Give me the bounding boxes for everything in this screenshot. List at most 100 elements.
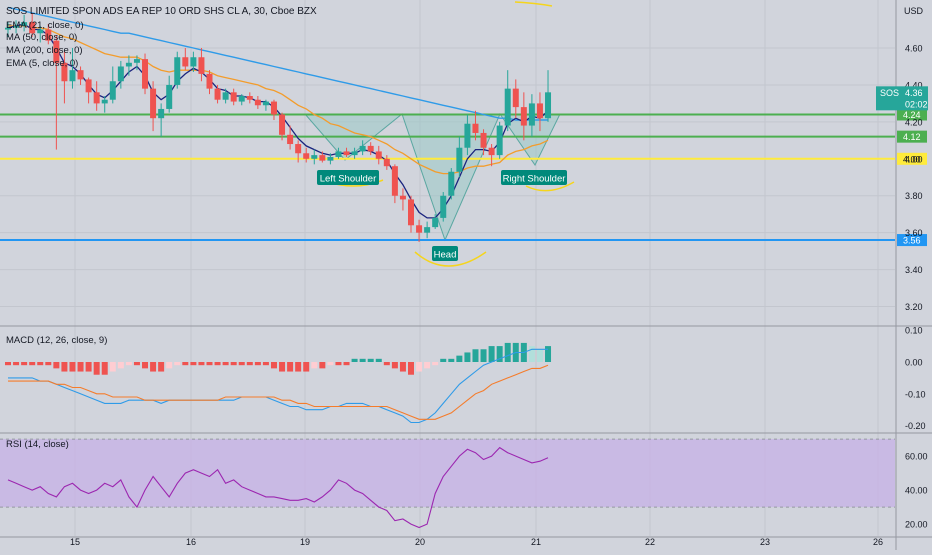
- rsi-line[interactable]: [7, 446, 549, 529]
- candle[interactable]: [432, 214, 439, 229]
- candle[interactable]: [117, 60, 124, 89]
- candle[interactable]: [270, 99, 277, 121]
- candle[interactable]: [262, 99, 269, 111]
- macd-pane[interactable]: [5, 342, 552, 424]
- candle[interactable]: [85, 77, 92, 104]
- candle[interactable]: [295, 140, 302, 163]
- candle[interactable]: [125, 55, 132, 76]
- candle[interactable]: [367, 142, 374, 156]
- ma-line-0[interactable]: [8, 25, 549, 175]
- candle[interactable]: [528, 94, 535, 137]
- candle[interactable]: [391, 164, 398, 204]
- candle[interactable]: [101, 96, 108, 113]
- candle[interactable]: [512, 79, 519, 119]
- candle[interactable]: [230, 88, 237, 106]
- candle[interactable]: [343, 147, 350, 157]
- legend-ema5[interactable]: EMA (5, close, 0): [6, 58, 78, 69]
- candle[interactable]: [246, 92, 253, 104]
- top-arc: [514, 1, 553, 7]
- candle[interactable]: [142, 53, 149, 95]
- candle[interactable]: [109, 66, 116, 104]
- candle[interactable]: [359, 140, 366, 156]
- candle[interactable]: [504, 70, 511, 132]
- macd-hist-bar: [125, 362, 132, 366]
- candle[interactable]: [150, 81, 157, 132]
- candle[interactable]: [37, 25, 44, 43]
- candle[interactable]: [206, 70, 213, 95]
- candle[interactable]: [464, 114, 471, 156]
- macd-legend[interactable]: MACD (12, 26, close, 9): [6, 335, 107, 346]
- date-tick: 19: [300, 537, 310, 547]
- macd-line-0[interactable]: [8, 348, 548, 424]
- candle[interactable]: [45, 24, 52, 45]
- candle-body: [295, 144, 302, 154]
- candle[interactable]: [77, 66, 84, 85]
- candle[interactable]: [198, 48, 205, 82]
- candle[interactable]: [93, 81, 100, 111]
- candle[interactable]: [496, 121, 503, 159]
- candle[interactable]: [61, 51, 68, 104]
- legend-ema21[interactable]: EMA (21, close, 0): [6, 20, 84, 31]
- candle[interactable]: [383, 155, 390, 170]
- candle[interactable]: [536, 92, 543, 132]
- candle-body: [182, 57, 189, 67]
- candle[interactable]: [279, 112, 286, 141]
- candle[interactable]: [21, 14, 28, 32]
- candle[interactable]: [222, 88, 229, 104]
- macd-line-1[interactable]: [8, 364, 549, 420]
- macd-hist-bar: [335, 362, 342, 366]
- rsi-tick: 60.00: [905, 452, 928, 462]
- price-tick: 3.40: [905, 265, 923, 275]
- legend-ma50[interactable]: MA (50, close, 0): [6, 32, 77, 43]
- candle-body: [319, 155, 326, 161]
- candle[interactable]: [238, 94, 245, 106]
- candle[interactable]: [545, 70, 552, 122]
- pattern-label-box: [501, 170, 567, 185]
- rsi-pane[interactable]: [0, 438, 895, 529]
- candle[interactable]: [416, 219, 423, 242]
- candle[interactable]: [182, 48, 189, 71]
- candle[interactable]: [5, 22, 11, 37]
- candle[interactable]: [327, 153, 334, 165]
- candle[interactable]: [319, 151, 326, 163]
- candle[interactable]: [440, 192, 447, 222]
- candle[interactable]: [456, 136, 463, 178]
- candle[interactable]: [520, 92, 527, 141]
- candle[interactable]: [424, 221, 431, 239]
- ma-line-1[interactable]: [7, 6, 548, 121]
- macd-hist-bar: [536, 349, 543, 362]
- macd-hist-bar: [230, 362, 237, 366]
- candle[interactable]: [133, 55, 140, 71]
- candle[interactable]: [351, 147, 358, 159]
- candle[interactable]: [174, 51, 181, 89]
- candle[interactable]: [190, 51, 197, 73]
- rsi-legend[interactable]: RSI (14, close): [6, 439, 69, 450]
- candle[interactable]: [472, 110, 479, 141]
- candle[interactable]: [158, 103, 165, 137]
- price-pane[interactable]: Left Shoulder Head Right Shoulder: [0, 1, 895, 267]
- candle[interactable]: [166, 75, 173, 113]
- candle[interactable]: [214, 84, 221, 104]
- candle[interactable]: [488, 144, 495, 167]
- candle[interactable]: [448, 168, 455, 200]
- candle[interactable]: [13, 20, 20, 34]
- candle[interactable]: [375, 145, 382, 165]
- candle[interactable]: [254, 96, 261, 109]
- candle[interactable]: [287, 125, 294, 150]
- candle[interactable]: [311, 149, 318, 165]
- candle[interactable]: [303, 147, 310, 163]
- candle-body: [29, 22, 36, 34]
- candle[interactable]: [29, 12, 36, 37]
- currency-label: USD: [904, 6, 924, 16]
- legend-ma200[interactable]: MA (200, close, 0): [6, 45, 83, 56]
- candle[interactable]: [480, 129, 487, 156]
- candle[interactable]: [69, 48, 76, 89]
- candle[interactable]: [399, 188, 406, 211]
- candle[interactable]: [408, 195, 414, 233]
- price-axis[interactable]: 4.244.124.003.563.203.403.603.804.004.20…: [70, 44, 928, 547]
- candle-body: [545, 92, 552, 119]
- candle[interactable]: [335, 147, 342, 159]
- candle[interactable]: [53, 35, 60, 150]
